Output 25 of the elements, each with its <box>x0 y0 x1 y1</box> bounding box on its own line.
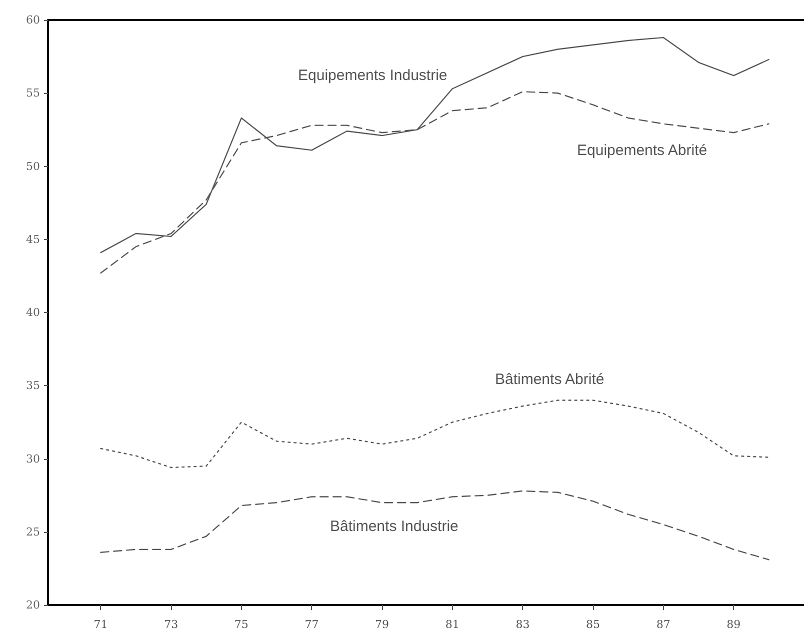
x-tick-label: 79 <box>375 618 390 631</box>
x-tick-label: 77 <box>304 618 319 631</box>
y-tick-label: 60 <box>26 14 40 26</box>
x-tick-label: 83 <box>516 618 530 631</box>
y-tick-label: 30 <box>26 452 40 466</box>
y-tick-label: 55 <box>26 86 40 100</box>
y-tick-label: 20 <box>26 598 40 612</box>
line-series <box>100 400 770 468</box>
y-tick-label: 45 <box>26 232 40 246</box>
x-tick-label: 81 <box>445 618 460 631</box>
x-tick-label: 71 <box>94 618 108 631</box>
x-tick-label: 87 <box>656 618 670 631</box>
x-tick-label: 73 <box>164 618 178 631</box>
series-label: Equipements Abrité <box>577 142 708 159</box>
series-label: Bâtiments Abrité <box>495 371 604 388</box>
y-tick-label: 25 <box>26 525 40 538</box>
x-tick-label: 89 <box>726 618 741 631</box>
x-tick-label: 75 <box>234 618 248 631</box>
series-label: Equipements Industrie <box>298 67 448 84</box>
line-series <box>100 490 770 560</box>
y-tick-label: 35 <box>26 379 40 392</box>
series-label: Bâtiments Industrie <box>330 518 458 535</box>
x-tick-label: 85 <box>586 618 600 631</box>
y-tick-label: 50 <box>26 160 40 173</box>
y-tick-label: 40 <box>26 306 40 319</box>
